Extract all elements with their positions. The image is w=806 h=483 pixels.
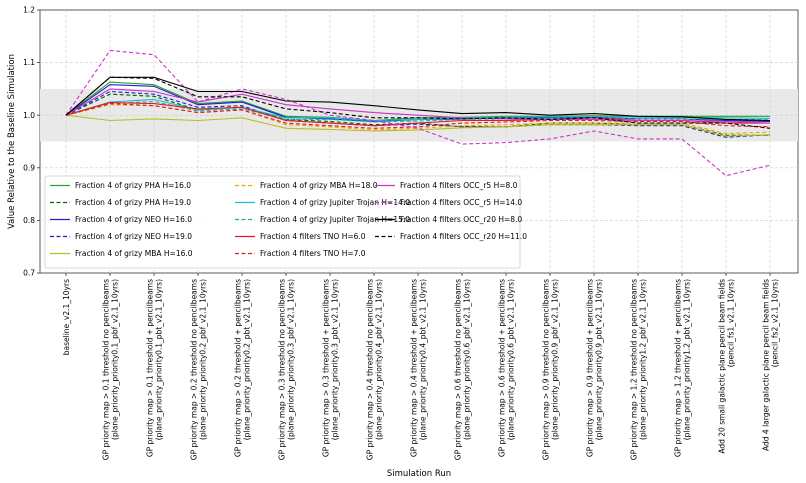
x-tick-label: GP priority map > 0.3 threshold + pencil… [321,279,330,457]
x-tick-label: GP priority map > 0.1 threshold no penci… [101,279,110,460]
legend-label: Fraction 4 filters OCC_r5 H=8.0 [400,181,518,190]
x-tick-label: baseline_v2.1_10yrs [62,279,71,355]
series-line [65,90,771,138]
x-tick-label: (pencil_fs1_v2.1_10yrs) [726,279,735,367]
x-tick-label: GP priority map > 1.2 threshold no penci… [629,279,638,460]
x-tick-label: GP priority map > 0.6 threshold + pencil… [497,279,506,457]
y-tick-label: 0.7 [23,269,35,278]
x-tick-label: GP priority map > 0.1 threshold + pencil… [145,279,154,457]
x-tick-label: (plane_priority_priority0.2_pbf_v2.1_10y… [198,279,207,440]
x-tick-label: (plane_priority_priority0.3_pbt_v2.1_10y… [330,279,339,440]
x-tick-label: (plane_priority_priority0.4_pbt_v2.1_10y… [418,279,427,440]
x-tick-label: (plane_priority_priority0.6_pbf_v2.1_10y… [462,279,471,440]
legend-label: Fraction 4 of grizy PHA H=19.0 [75,198,191,207]
x-tick-label: Add 4 larger galactic plane pencil beam … [761,279,770,451]
x-tick-label: GP priority map > 0.2 threshold no penci… [189,279,198,460]
x-tick-label: (plane_priority_priority0.6_pbt_v2.1_10y… [506,279,515,440]
x-tick-label: GP priority map > 0.4 threshold + pencil… [409,279,418,457]
legend-label: Fraction 4 of grizy MBA H=16.0 [75,249,193,258]
legend-label: Fraction 4 of grizy PHA H=16.0 [75,181,191,190]
legend-label: Fraction 4 filters OCC_r5 H=14.0 [400,198,522,207]
legend-box [44,175,521,269]
legend-label: Fraction 4 of grizy NEO H=19.0 [75,232,192,241]
legend-label: Fraction 4 filters TNO H=6.0 [260,232,366,241]
legend-label: Fraction 4 filters TNO H=7.0 [260,249,366,258]
y-tick-label: 1.2 [23,6,35,15]
x-tick-label: GP priority map > 0.4 threshold no penci… [365,279,374,460]
legend-label: Fraction 4 of grizy Jupiter Trojan H=15.… [260,215,410,224]
legend-label: Fraction 4 filters OCC_r20 H=11.0 [400,232,527,241]
series-line [65,114,771,137]
y-tick-label: 0.8 [23,216,35,225]
x-tick-label: (plane_priority_priority0.9_pbf_v2.1_10y… [550,279,559,440]
x-tick-label: (plane_priority_priority1.2_pbf_v2.1_10y… [638,279,647,440]
legend-label: Fraction 4 of grizy NEO H=16.0 [75,215,192,224]
x-tick-label: (plane_priority_priority0.1_pbt_v2.1_10y… [154,279,163,440]
y-axis-label: Value Relative to the Baseline Simulatio… [7,54,17,229]
x-tick-label: GP priority map > 0.2 threshold + pencil… [233,279,242,457]
series-line [65,76,771,129]
x-tick-label: (plane_priority_priority0.3_pbf_v2.1_10y… [286,279,295,440]
legend-label: Fraction 4 of grizy Jupiter Trojan H=14.… [260,198,410,207]
x-tick-label: (plane_priority_priority0.9_pbt_v2.1_10y… [594,279,603,440]
legend-label: Fraction 4 filters OCC_r20 H=8.0 [400,215,522,224]
x-tick-label: (pencil_fs2_v2.1_10yrs) [770,279,779,367]
y-tick-label: 0.9 [23,163,35,172]
y-tick-label: 1.1 [23,58,35,67]
x-tick-label: Add 20 small galactic plane pencil beam … [717,279,726,454]
series-line [65,76,771,122]
x-tick-label: GP priority map > 0.9 threshold no penci… [541,279,550,460]
series-line [65,103,771,129]
x-tick-label: (plane_priority_priority1.2_pbt_v2.1_10y… [682,279,691,440]
x-tick-label: GP priority map > 1.2 threshold + pencil… [673,279,682,457]
series-line [65,100,771,123]
series-line [65,88,771,124]
x-tick-label: (plane_priority_priority0.1_pbf_v2.1_10y… [110,279,119,440]
series-line [65,98,771,122]
x-tick-label: GP priority map > 0.6 threshold no penci… [453,279,462,460]
y-tick-label: 1.0 [23,111,35,120]
x-axis-label: Simulation Run [387,469,451,479]
x-tick-label: (plane_priority_priority0.2_pbt_v2.1_10y… [242,279,251,440]
x-tick-label: GP priority map > 0.9 threshold + pencil… [585,279,594,457]
x-tick-label: (plane_priority_priority0.4_pbf_v2.1_10y… [374,279,383,440]
x-tick-label: GP priority map > 0.3 threshold no penci… [277,279,286,460]
legend-label: Fraction 4 of grizy MBA H=18.0 [260,181,378,190]
